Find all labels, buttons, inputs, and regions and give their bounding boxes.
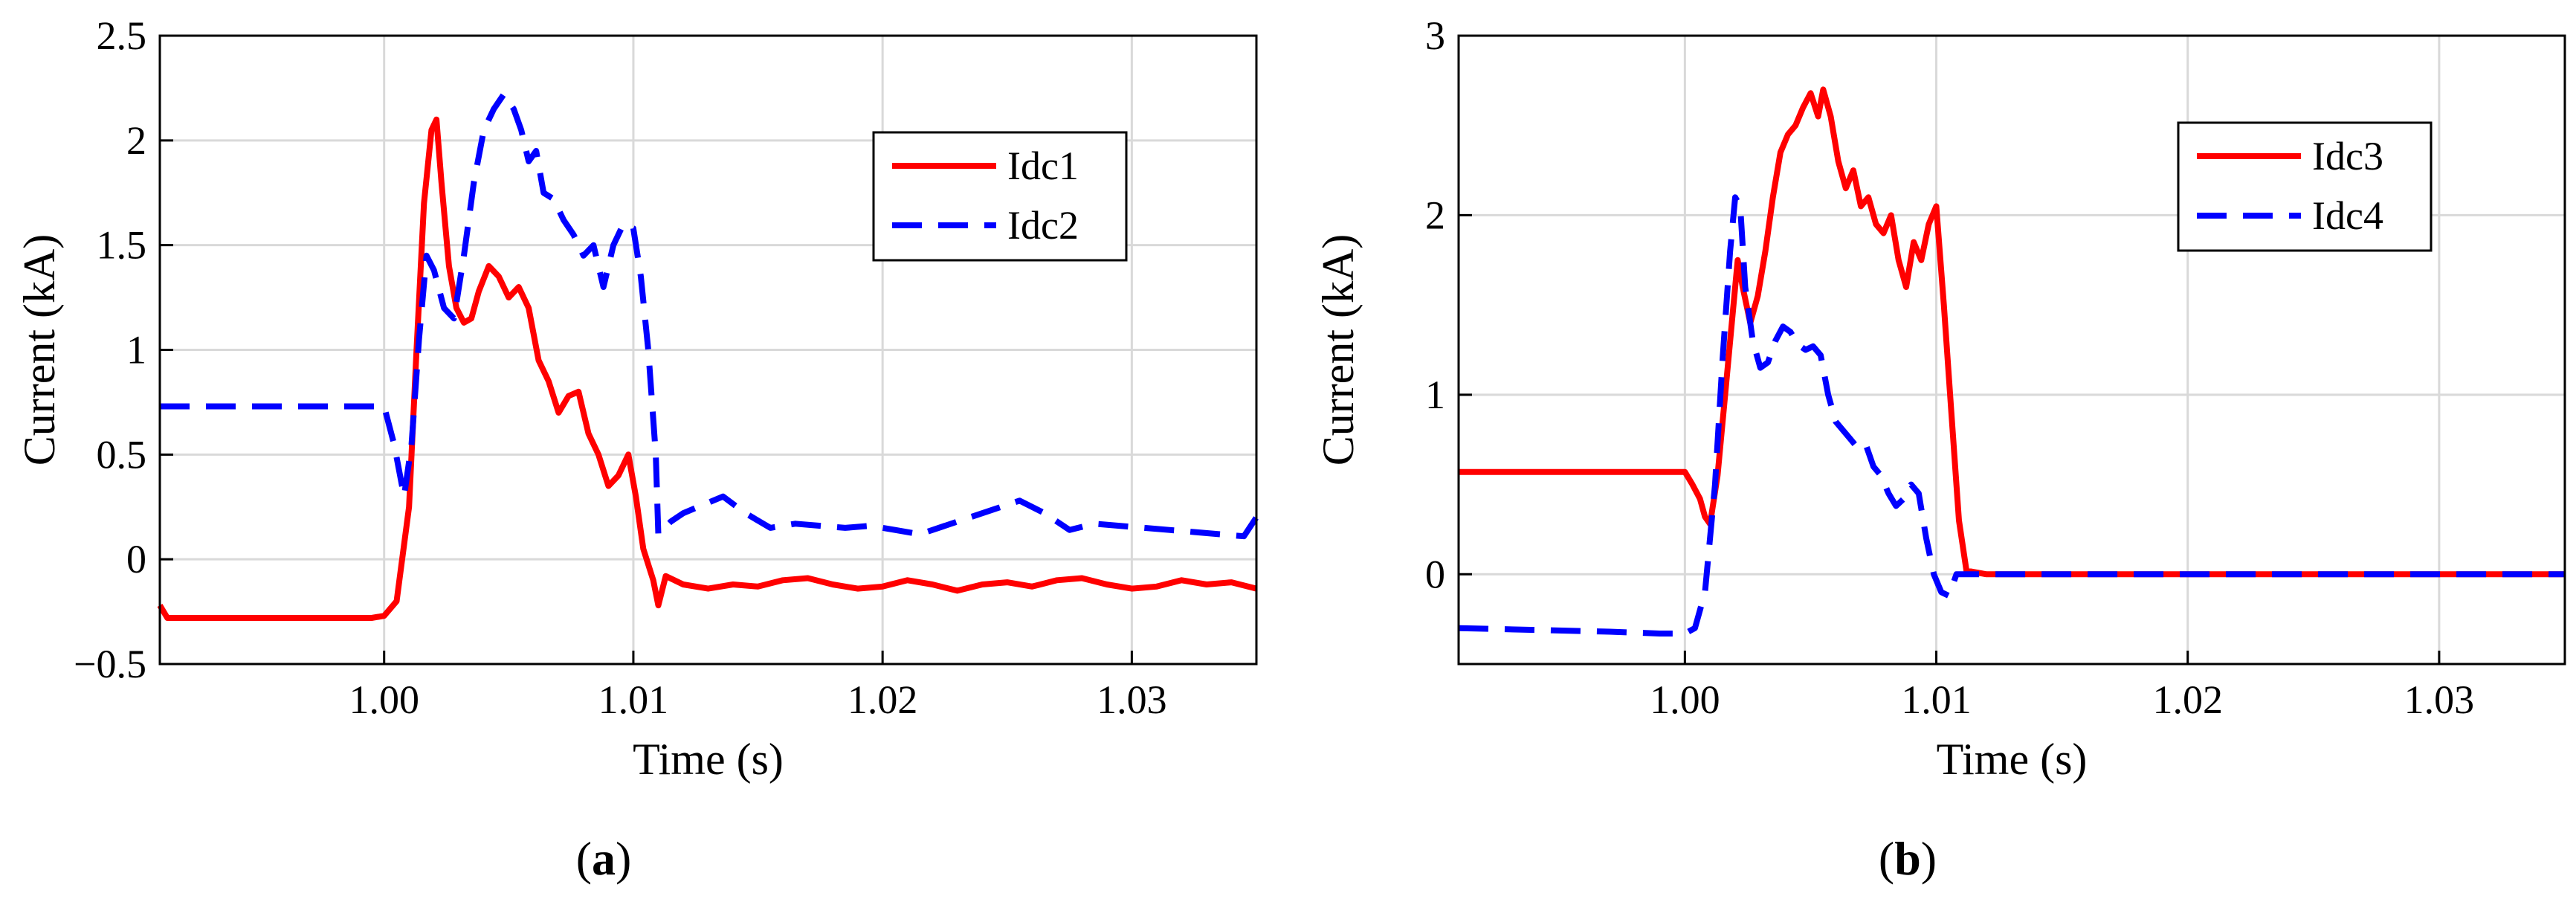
panel-caption: (b) [1879,832,1937,885]
legend-label-idc3: Idc3 [2312,134,2383,178]
x-tick-label: 1.00 [349,677,419,722]
y-axis-label: Current (kA) [1314,234,1363,466]
x-tick-label: 1.03 [2404,677,2475,722]
y-tick-label: 0.5 [97,432,147,477]
legend-label-idc2: Idc2 [1007,203,1079,248]
y-tick-label: 0 [126,537,146,581]
legend: Idc3 Idc4 [2177,121,2433,252]
x-tick-label: 1.00 [1650,677,1720,722]
x-tick-label: 1.01 [598,677,669,722]
y-tick-label: 0 [1425,552,1445,596]
x-axis-label: Time (s) [1937,735,2088,784]
series-line-idc4 [1458,194,2565,637]
y-tick-label: −0.5 [74,642,146,686]
legend-label-idc4: Idc4 [2312,193,2383,238]
y-tick-label: 2 [1425,193,1445,237]
panel-a: 1.00 1.01 1.02 1.03 −0.5 0 0.5 1 1.5 2 2.5 Time (s)… [15,13,1259,885]
x-tick-label: 1.03 [1097,677,1167,722]
y-tick-label: 2 [126,118,146,163]
y-tick-label: 1.5 [97,223,147,268]
legend-box [872,131,1128,262]
x-tick-label: 1.02 [848,677,918,722]
y-tick-label: 3 [1425,13,1445,58]
panel-caption: (a) [576,832,632,885]
y-tick-label: 2.5 [97,13,147,58]
series-line-idc2 [160,91,1259,540]
legend: Idc1 Idc2 [872,131,1128,262]
panel-b: 1.00 1.01 1.02 1.03 0 1 2 3 Time (s) Current (kA)… [1314,13,2566,885]
x-tick-label: 1.02 [2152,677,2223,722]
series-line-idc1 [157,116,1257,621]
legend-box [2177,121,2433,252]
x-axis-label: Time (s) [633,735,784,784]
y-axis-label: Current (kA) [15,234,64,466]
x-tick-label: 1.01 [1901,677,1972,722]
legend-label-idc1: Idc1 [1007,144,1079,188]
y-tick-label: 1 [126,328,146,373]
y-tick-label: 1 [1425,373,1445,417]
axes-frame [1457,34,2566,666]
